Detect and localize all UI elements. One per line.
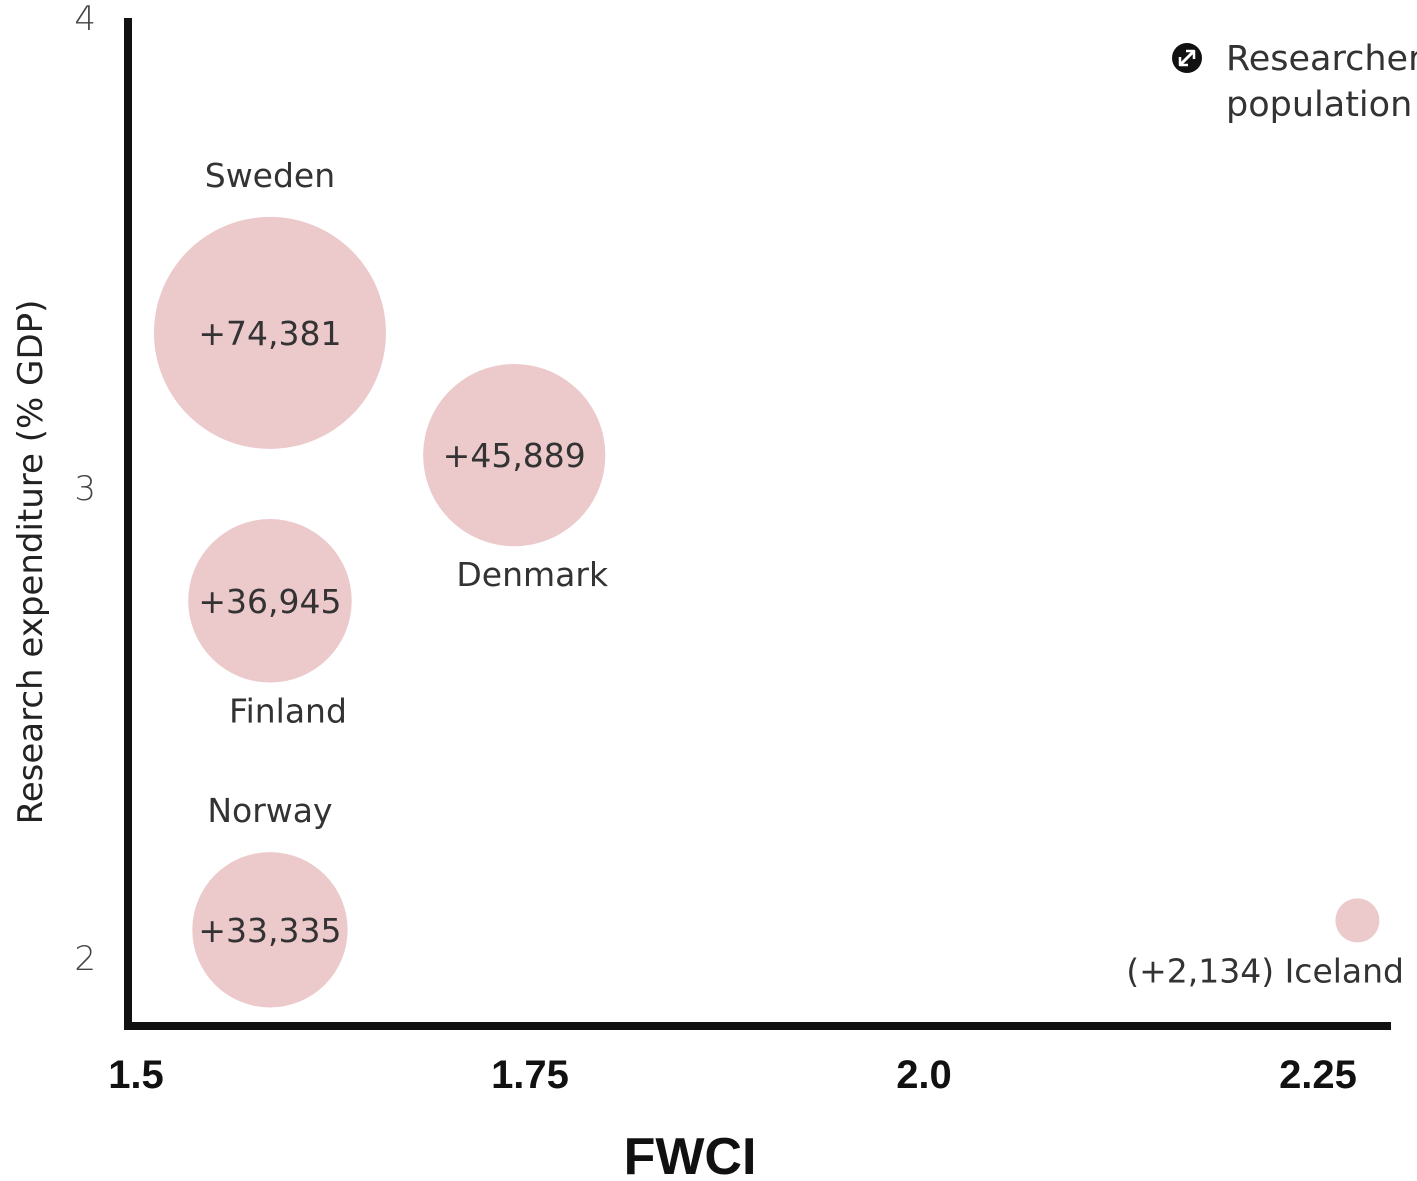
- y-tick-labels: 2 3 4: [74, 0, 96, 979]
- y-tick-label-4: 4: [74, 0, 96, 39]
- country-label-denmark: Denmark: [456, 555, 609, 594]
- bubble-value-norway: +33,335: [198, 911, 341, 950]
- legend: Researcher population: [1172, 39, 1417, 125]
- x-tick-label-1.5: 1.5: [108, 1053, 164, 1097]
- bubble-norway: [192, 852, 348, 1008]
- y-tick-label-3: 3: [74, 469, 96, 509]
- country-label-sweden: Sweden: [205, 156, 335, 195]
- x-tick-label-2.25: 2.25: [1279, 1053, 1357, 1097]
- y-tick-label-2: 2: [74, 939, 96, 979]
- bubble-value-finland: +36,945: [198, 582, 341, 621]
- country-label-norway: Norway: [207, 791, 332, 830]
- x-axis-title: FWCI: [624, 1128, 757, 1181]
- legend-label-line2: population: [1226, 85, 1412, 125]
- bubble-value-denmark: +45,889: [443, 436, 586, 475]
- bubbles: +74,381 Sweden +45,889 Denmark +36,945 Finlan…: [153, 156, 1404, 1008]
- bubble-sweden: [153, 216, 386, 449]
- legend-label-line1: Researcher: [1226, 39, 1417, 79]
- bubble-denmark: [423, 363, 606, 547]
- bubble-finland: [188, 519, 352, 683]
- bubble-group-denmark: +45,889 Denmark: [423, 363, 609, 594]
- bubble-group-norway: +33,335 Norway: [192, 791, 348, 1008]
- x-tick-label-2.0: 2.0: [896, 1053, 952, 1097]
- bubble-group-finland: +36,945 Finland: [188, 519, 352, 731]
- bubble-value-sweden: +74,381: [198, 314, 341, 353]
- bubble-iceland: [1335, 898, 1380, 943]
- country-label-finland: Finland: [229, 692, 347, 731]
- bubble-group-iceland: (+2,134) Iceland: [1126, 898, 1404, 990]
- x-tick-label-1.75: 1.75: [491, 1053, 569, 1097]
- x-tick-labels: 1.5 1.75 2.0 2.25: [108, 1053, 1357, 1097]
- y-axis-title: Research expenditure (% GDP): [11, 300, 51, 825]
- bubble-label-iceland: (+2,134) Iceland: [1126, 951, 1404, 990]
- resize-arrow-icon: [1172, 43, 1202, 73]
- bubble-group-sweden: +74,381 Sweden: [153, 156, 386, 449]
